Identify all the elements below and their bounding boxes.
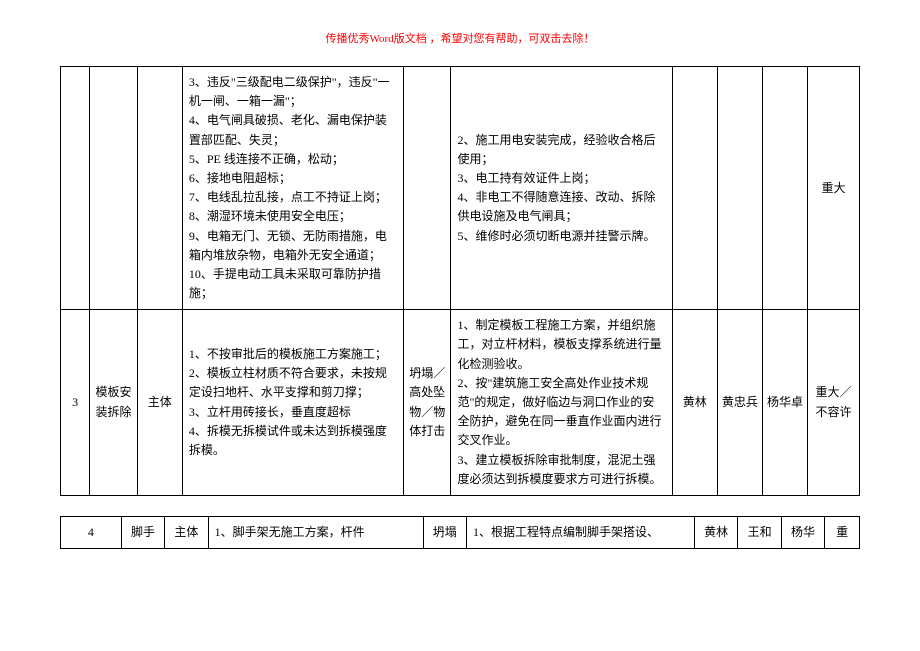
cell-phase: 主体 <box>165 516 208 548</box>
cell-measure: 1、根据工程特点编制脚手架搭设、 <box>466 516 694 548</box>
cell-empty <box>137 67 182 310</box>
cell-hazard: 1、不按审批后的模板施工方案施工； 2、模板立柱材质不符合要求，未按规定设扫地杆… <box>182 310 403 496</box>
cell-level: 重大／不容许 <box>808 310 860 496</box>
cell-name: 模板安装拆除 <box>90 310 137 496</box>
cell-p1: 黄林 <box>694 516 737 548</box>
cell-hazard: 3、违反"三级配电二级保护"，违反"一机一闸、一箱一漏"； 4、电气闸具破损、老… <box>182 67 403 310</box>
cell-p2: 王和 <box>738 516 781 548</box>
cell-empty <box>61 67 90 310</box>
header-note: 传播优秀Word版文档 ，希望对您有帮助，可双击去除！ <box>60 30 860 46</box>
cell-type: 坍塌／高处坠物／物体打击 <box>404 310 451 496</box>
second-table: 4 脚手 主体 1、脚手架无施工方案，杆件 坍塌 1、根据工程特点编制脚手架搭设… <box>60 516 860 549</box>
cell-level: 重 <box>825 516 860 548</box>
cell-level: 重大 <box>808 67 860 310</box>
cell-measure: 1、制定模板工程施工方案，并组织施工，对立杆材料，模板支撑系统进行量化检测验收。… <box>451 310 672 496</box>
cell-empty <box>762 67 807 310</box>
table-row: 4 脚手 主体 1、脚手架无施工方案，杆件 坍塌 1、根据工程特点编制脚手架搭设… <box>61 516 860 548</box>
cell-p2: 黄忠兵 <box>717 310 762 496</box>
cell-empty <box>717 67 762 310</box>
table-row: 3、违反"三级配电二级保护"，违反"一机一闸、一箱一漏"； 4、电气闸具破损、老… <box>61 67 860 310</box>
cell-empty <box>404 67 451 310</box>
cell-phase: 主体 <box>137 310 182 496</box>
cell-name: 脚手 <box>121 516 164 548</box>
table-row: 3 模板安装拆除 主体 1、不按审批后的模板施工方案施工； 2、模板立柱材质不符… <box>61 310 860 496</box>
cell-empty <box>90 67 137 310</box>
cell-p3: 杨华卓 <box>762 310 807 496</box>
cell-num: 4 <box>61 516 122 548</box>
spacer <box>60 496 860 516</box>
cell-p1: 黄林 <box>672 310 717 496</box>
cell-num: 3 <box>61 310 90 496</box>
cell-type: 坍塌 <box>423 516 466 548</box>
cell-p3: 杨华 <box>781 516 824 548</box>
cell-measure: 2、施工用电安装完成，经验收合格后使用； 3、电工持有效证件上岗； 4、非电工不… <box>451 67 672 310</box>
cell-empty <box>672 67 717 310</box>
main-table: 3、违反"三级配电二级保护"，违反"一机一闸、一箱一漏"； 4、电气闸具破损、老… <box>60 66 860 496</box>
cell-hazard: 1、脚手架无施工方案，杆件 <box>208 516 423 548</box>
